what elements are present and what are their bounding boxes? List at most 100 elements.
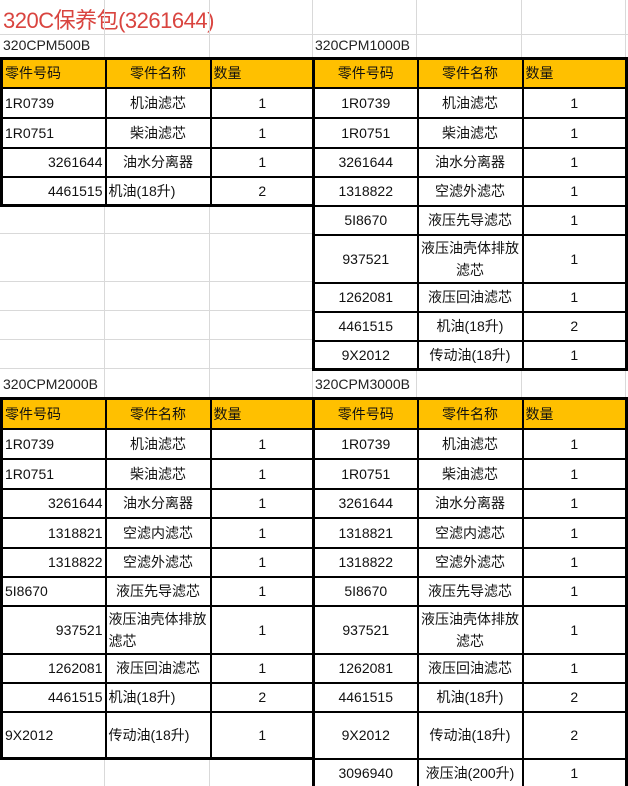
part-number-cell[interactable]: 3261644 bbox=[0, 146, 107, 178]
part-number-cell[interactable]: 1262081 bbox=[312, 652, 419, 684]
part-name-cell[interactable]: 空滤外滤芯 bbox=[416, 175, 524, 207]
part-name-cell[interactable]: 油水分离器 bbox=[416, 487, 524, 519]
part-number-cell[interactable]: 1318822 bbox=[0, 546, 107, 578]
part-number-cell[interactable]: 3261644 bbox=[0, 487, 107, 519]
quantity-cell[interactable]: 1 bbox=[209, 86, 316, 119]
quantity-cell[interactable]: 1 bbox=[209, 710, 316, 760]
quantity-cell[interactable]: 1 bbox=[209, 652, 316, 684]
part-name-cell[interactable]: 传动油(18升) bbox=[104, 710, 212, 760]
quantity-cell[interactable]: 2 bbox=[521, 681, 628, 713]
quantity-cell[interactable]: 1 bbox=[521, 339, 628, 371]
part-number-cell[interactable]: 5I8670 bbox=[312, 204, 419, 236]
part-number-cell[interactable]: 4461515 bbox=[312, 310, 419, 342]
part-name-cell[interactable]: 柴油滤芯 bbox=[104, 116, 212, 149]
quantity-cell[interactable]: 1 bbox=[209, 457, 316, 490]
quantity-cell[interactable]: 1 bbox=[521, 86, 628, 119]
part-name-cell[interactable]: 空滤内滤芯 bbox=[104, 516, 212, 549]
quantity-cell[interactable]: 1 bbox=[521, 233, 628, 284]
part-name-cell[interactable]: 机油(18升) bbox=[416, 681, 524, 713]
part-number-cell[interactable]: 9X2012 bbox=[312, 710, 419, 760]
part-number-cell[interactable]: 1R0751 bbox=[0, 457, 107, 490]
part-name-cell[interactable]: 机油滤芯 bbox=[416, 86, 524, 119]
part-number-cell[interactable]: 1262081 bbox=[312, 281, 419, 313]
quantity-cell[interactable]: 1 bbox=[521, 546, 628, 578]
part-number-cell[interactable]: 1R0739 bbox=[312, 86, 419, 119]
quantity-cell[interactable]: 1 bbox=[521, 604, 628, 655]
part-number-cell[interactable]: 4461515 bbox=[0, 175, 107, 207]
quantity-cell[interactable]: 1 bbox=[209, 546, 316, 578]
part-number-cell[interactable]: 937521 bbox=[312, 233, 419, 284]
part-name-cell[interactable]: 传动油(18升) bbox=[416, 339, 524, 371]
quantity-cell[interactable]: 1 bbox=[209, 516, 316, 549]
part-name-cell[interactable]: 液压先导滤芯 bbox=[104, 575, 212, 607]
quantity-cell[interactable]: 1 bbox=[209, 116, 316, 149]
part-number-cell[interactable]: 3261644 bbox=[312, 146, 419, 178]
part-number-cell[interactable]: 937521 bbox=[0, 604, 107, 655]
part-name-cell[interactable]: 空滤内滤芯 bbox=[416, 516, 524, 549]
part-name-cell[interactable]: 柴油滤芯 bbox=[416, 457, 524, 490]
part-number-cell[interactable]: 4461515 bbox=[0, 681, 107, 713]
part-name-cell[interactable]: 液压先导滤芯 bbox=[416, 575, 524, 607]
quantity-cell[interactable]: 2 bbox=[521, 710, 628, 760]
quantity-cell[interactable]: 1 bbox=[521, 575, 628, 607]
quantity-cell[interactable]: 2 bbox=[521, 310, 628, 342]
quantity-cell[interactable]: 1 bbox=[209, 575, 316, 607]
part-number-cell[interactable]: 937521 bbox=[312, 604, 419, 655]
quantity-cell[interactable]: 1 bbox=[521, 516, 628, 549]
part-name-cell[interactable]: 油水分离器 bbox=[416, 146, 524, 178]
part-name-cell[interactable]: 油水分离器 bbox=[104, 146, 212, 178]
part-number-cell[interactable]: 5I8670 bbox=[312, 575, 419, 607]
part-name-cell[interactable]: 液压回油滤芯 bbox=[416, 652, 524, 684]
part-name-cell[interactable]: 传动油(18升) bbox=[416, 710, 524, 760]
part-number-cell[interactable]: 9X2012 bbox=[0, 710, 107, 760]
part-name-cell[interactable]: 液压油壳体排放滤芯 bbox=[104, 604, 212, 655]
part-name-cell[interactable]: 空滤外滤芯 bbox=[104, 546, 212, 578]
quantity-cell[interactable]: 1 bbox=[209, 427, 316, 460]
part-name-cell[interactable]: 液压回油滤芯 bbox=[104, 652, 212, 684]
quantity-cell[interactable]: 1 bbox=[521, 757, 628, 786]
part-number-cell[interactable]: 1318822 bbox=[312, 546, 419, 578]
quantity-cell[interactable]: 1 bbox=[209, 146, 316, 178]
part-number-cell[interactable]: 1R0751 bbox=[0, 116, 107, 149]
part-number-cell[interactable]: 3096940 bbox=[312, 757, 419, 786]
quantity-cell[interactable]: 1 bbox=[209, 487, 316, 519]
part-number-cell[interactable]: 1262081 bbox=[0, 652, 107, 684]
part-number-cell[interactable]: 1318821 bbox=[0, 516, 107, 549]
part-name-cell[interactable]: 机油(18升) bbox=[104, 175, 212, 207]
quantity-cell[interactable]: 1 bbox=[521, 457, 628, 490]
quantity-cell[interactable]: 2 bbox=[209, 175, 316, 207]
quantity-cell[interactable]: 1 bbox=[209, 604, 316, 655]
part-name-cell[interactable]: 机油滤芯 bbox=[104, 427, 212, 460]
part-number-cell[interactable]: 1R0751 bbox=[312, 457, 419, 490]
part-number-cell[interactable]: 5I8670 bbox=[0, 575, 107, 607]
part-name-cell[interactable]: 液压油(200升) bbox=[416, 757, 524, 786]
part-number-cell[interactable]: 3261644 bbox=[312, 487, 419, 519]
part-number-cell[interactable]: 1R0739 bbox=[312, 427, 419, 460]
part-name-cell[interactable]: 液压油壳体排放滤芯 bbox=[416, 604, 524, 655]
part-number-cell[interactable]: 4461515 bbox=[312, 681, 419, 713]
part-number-cell[interactable]: 1318821 bbox=[312, 516, 419, 549]
part-name-cell[interactable]: 液压回油滤芯 bbox=[416, 281, 524, 313]
quantity-cell[interactable]: 1 bbox=[521, 116, 628, 149]
part-name-cell[interactable]: 油水分离器 bbox=[104, 487, 212, 519]
part-name-cell[interactable]: 柴油滤芯 bbox=[104, 457, 212, 490]
quantity-cell[interactable]: 1 bbox=[521, 652, 628, 684]
part-number-cell[interactable]: 1R0739 bbox=[0, 427, 107, 460]
part-name-cell[interactable]: 机油滤芯 bbox=[416, 427, 524, 460]
quantity-cell[interactable]: 1 bbox=[521, 204, 628, 236]
part-number-cell[interactable]: 1318822 bbox=[312, 175, 419, 207]
part-name-cell[interactable]: 机油(18升) bbox=[104, 681, 212, 713]
part-name-cell[interactable]: 柴油滤芯 bbox=[416, 116, 524, 149]
part-name-cell[interactable]: 机油滤芯 bbox=[104, 86, 212, 119]
quantity-cell[interactable]: 1 bbox=[521, 427, 628, 460]
part-name-cell[interactable]: 液压油壳体排放滤芯 bbox=[416, 233, 524, 284]
part-number-cell[interactable]: 1R0751 bbox=[312, 116, 419, 149]
part-name-cell[interactable]: 空滤外滤芯 bbox=[416, 546, 524, 578]
quantity-cell[interactable]: 1 bbox=[521, 487, 628, 519]
quantity-cell[interactable]: 2 bbox=[209, 681, 316, 713]
part-number-cell[interactable]: 9X2012 bbox=[312, 339, 419, 371]
quantity-cell[interactable]: 1 bbox=[521, 175, 628, 207]
quantity-cell[interactable]: 1 bbox=[521, 146, 628, 178]
part-name-cell[interactable]: 液压先导滤芯 bbox=[416, 204, 524, 236]
part-name-cell[interactable]: 机油(18升) bbox=[416, 310, 524, 342]
